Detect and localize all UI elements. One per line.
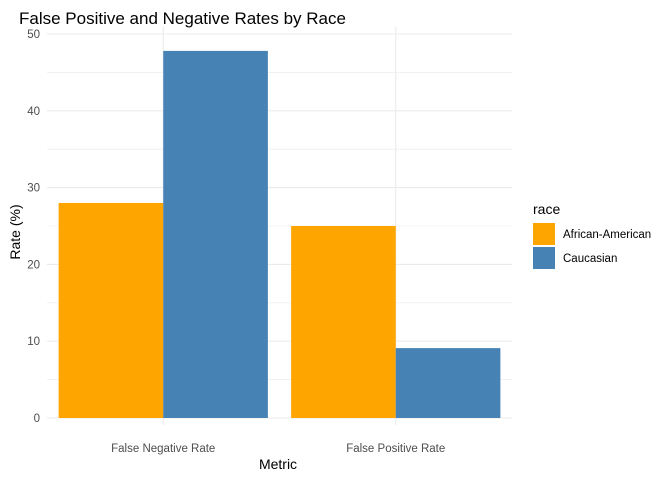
legend-key-african-american [533, 223, 555, 245]
legend: race African-American Caucasian [533, 201, 651, 269]
x-tick-label: False Positive Rate [346, 443, 445, 455]
x-tick-label: False Negative Rate [111, 443, 215, 455]
y-tick-label: 50 [27, 29, 40, 41]
x-axis-title: Metric [259, 456, 297, 472]
bar-african-american-false-positive-rate [291, 226, 396, 418]
y-tick-label: 30 [27, 183, 40, 195]
y-tick-label: 0 [34, 413, 40, 425]
legend-title: race [533, 201, 560, 217]
chart-title: False Positive and Negative Rates by Rac… [19, 9, 346, 28]
legend-key-caucasian [533, 247, 555, 269]
bar-caucasian-false-positive-rate [395, 348, 501, 418]
bars [58, 50, 501, 419]
x-axis-ticks: False Negative Rate False Positive Rate [111, 443, 445, 455]
legend-label: African-American [563, 229, 651, 241]
y-axis-title: Rate (%) [7, 204, 23, 259]
bar-african-american-false-negative-rate [58, 202, 164, 418]
y-tick-label: 20 [27, 259, 40, 271]
y-tick-label: 40 [27, 106, 40, 118]
y-tick-label: 10 [27, 336, 40, 348]
y-axis-ticks: 0 10 20 30 40 50 [27, 29, 40, 425]
legend-label: Caucasian [563, 253, 617, 265]
legend-items: African-American Caucasian [533, 223, 651, 269]
bar-caucasian-false-negative-rate [163, 50, 268, 419]
